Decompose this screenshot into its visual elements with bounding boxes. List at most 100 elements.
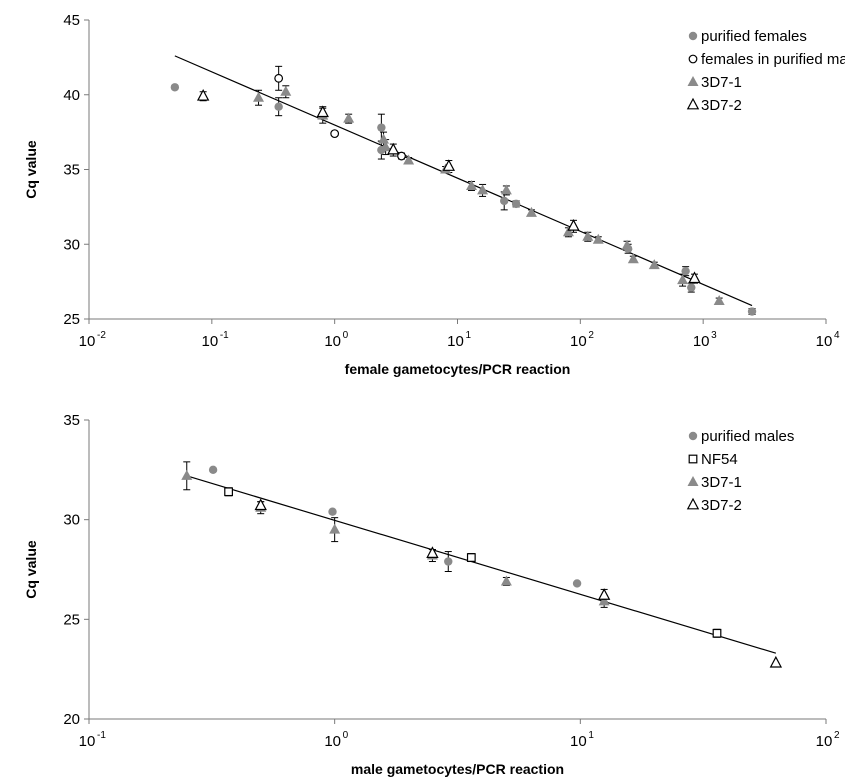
data-point: [598, 595, 610, 606]
y-tick-label: 30: [63, 236, 80, 253]
data-point: [224, 487, 233, 497]
x-tick-label: 10: [816, 333, 833, 350]
trend-line: [174, 55, 753, 307]
data-point: [397, 151, 406, 161]
data-point: [648, 259, 660, 270]
x-tick-exponent: 2: [834, 730, 840, 741]
legend-label: 3D7-1: [701, 474, 742, 491]
data-point: [196, 88, 210, 101]
y-tick-label: 25: [63, 311, 80, 328]
x-tick-label: 10: [447, 333, 464, 350]
data-point: [477, 184, 489, 195]
legend-marker: [687, 476, 699, 486]
data-point: [712, 628, 722, 638]
legend-label: purified males: [701, 428, 794, 445]
x-tick-label: 10: [79, 333, 96, 350]
data-point: [769, 655, 783, 668]
x-tick-exponent: -2: [97, 330, 106, 341]
y-tick-label: 35: [63, 162, 80, 179]
y-tick-label: 30: [63, 512, 80, 529]
x-tick-exponent: 1: [466, 330, 472, 341]
y-tick-label: 25: [63, 611, 80, 628]
legend-marker: [688, 454, 698, 464]
data-point: [442, 159, 456, 171]
legend-marker: [686, 497, 700, 510]
legend-marker: [687, 76, 699, 86]
data-point: [274, 102, 283, 111]
data-point: [572, 579, 582, 588]
data-point: [500, 575, 512, 586]
data-point: [170, 83, 180, 92]
data-point: [426, 546, 439, 558]
data-point: [316, 105, 329, 118]
data-point: [343, 112, 355, 123]
x-tick-label: 10: [570, 733, 587, 750]
x-tick-label: 10: [79, 733, 96, 750]
x-tick-exponent: 0: [343, 330, 349, 341]
data-point: [582, 230, 594, 241]
data-point: [592, 233, 604, 244]
data-point: [274, 73, 284, 83]
data-point: [403, 154, 415, 165]
data-point: [500, 184, 512, 195]
legend-label: purified females: [701, 28, 807, 45]
data-point: [280, 85, 292, 96]
data-point: [208, 465, 218, 475]
x-tick-exponent: 3: [711, 330, 717, 341]
legend-label: 3D7-1: [701, 74, 742, 91]
data-point: [562, 226, 574, 237]
data-point: [328, 507, 337, 516]
x-tick-label: 10: [324, 333, 341, 350]
x-tick-exponent: -1: [220, 330, 229, 341]
legend-marker: [688, 31, 698, 41]
data-point: [329, 523, 341, 534]
legend-label: NF54: [701, 451, 738, 468]
data-point: [681, 266, 690, 276]
trend-line: [186, 475, 777, 654]
data-point: [181, 469, 193, 480]
data-point: [253, 91, 265, 102]
data-point: [465, 179, 477, 190]
legend-label: 3D7-2: [701, 497, 742, 514]
x-tick-label: 10: [570, 333, 587, 350]
x-tick-exponent: 4: [834, 330, 840, 341]
data-point: [567, 219, 580, 231]
legend-label: females in purified males: [701, 51, 845, 68]
legend-marker: [688, 431, 698, 441]
data-point: [387, 142, 400, 155]
x-tick-label: 10: [201, 333, 218, 350]
x-tick-label: 10: [324, 733, 341, 750]
y-axis-title: Cq value: [23, 540, 39, 599]
data-point: [677, 274, 689, 285]
legend-marker: [688, 54, 698, 64]
data-point: [687, 283, 696, 292]
y-tick-label: 45: [63, 12, 80, 29]
x-tick-exponent: 2: [588, 330, 594, 341]
x-tick-exponent: 1: [588, 730, 594, 741]
data-point: [377, 123, 386, 132]
x-tick-label: 10: [816, 733, 833, 750]
x-axis-title: male gametocytes/PCR reaction: [351, 761, 564, 777]
data-point: [621, 239, 633, 250]
y-axis-title: Cq value: [23, 140, 39, 199]
legend-label: 3D7-2: [701, 97, 742, 114]
data-point: [500, 196, 509, 206]
y-tick-label: 40: [63, 87, 80, 104]
x-axis-title: female gametocytes/PCR reaction: [345, 361, 571, 377]
data-point: [378, 133, 390, 144]
data-point: [466, 553, 476, 562]
x-tick-exponent: 0: [343, 730, 349, 741]
data-point: [254, 498, 267, 511]
data-point: [747, 307, 757, 316]
data-point: [713, 295, 725, 306]
y-tick-label: 20: [63, 711, 80, 728]
data-point: [597, 588, 611, 600]
data-point: [511, 199, 521, 209]
data-point: [525, 206, 537, 217]
data-point: [330, 129, 340, 139]
data-point: [688, 271, 701, 284]
y-tick-label: 35: [63, 412, 80, 429]
